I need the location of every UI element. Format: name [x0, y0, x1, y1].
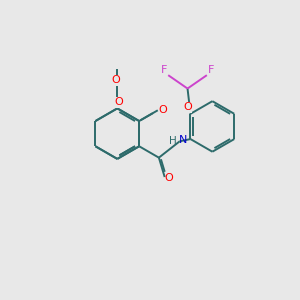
Text: F: F [160, 65, 167, 75]
Text: O: O [114, 98, 123, 107]
Text: O: O [159, 105, 167, 115]
Text: N: N [178, 135, 187, 145]
Text: H: H [169, 136, 177, 146]
Text: O: O [165, 173, 173, 184]
Text: O: O [111, 75, 120, 85]
Text: O: O [183, 102, 192, 112]
Text: F: F [208, 65, 214, 75]
